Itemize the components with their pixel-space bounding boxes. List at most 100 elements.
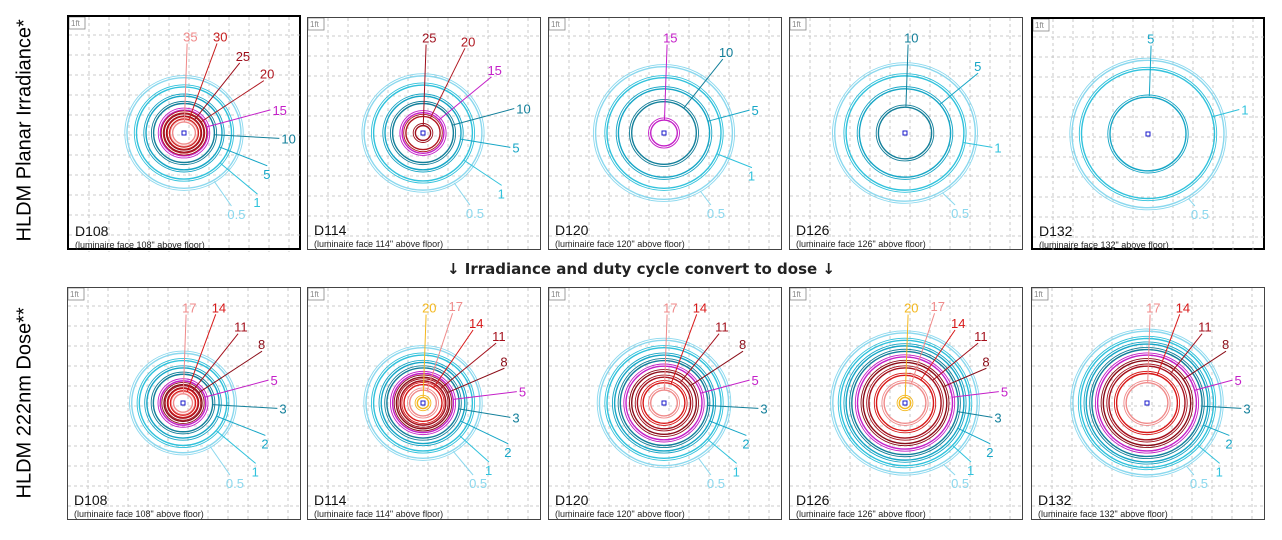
- contour-1: [1079, 337, 1215, 469]
- panel-id: D132: [1039, 223, 1073, 239]
- contour-2: [1083, 341, 1211, 465]
- contour-20: [898, 396, 912, 410]
- middle-caption: ↓ Irradiance and duty cycle convert to d…: [447, 260, 835, 278]
- contour-label-8: 8: [739, 337, 746, 352]
- leader-line-17: [911, 313, 936, 384]
- panel-id: D114: [314, 492, 347, 508]
- contour-5: [382, 93, 464, 173]
- scale-label: 1ft: [310, 20, 320, 29]
- leader-line-0_5: [452, 451, 474, 476]
- contour-35: [171, 121, 197, 145]
- contour-label-0_5: 0.5: [466, 206, 484, 221]
- leader-line-2: [709, 420, 747, 436]
- leader-line-0_5: [1187, 198, 1196, 207]
- contour-label-0_5: 0.5: [951, 476, 969, 491]
- contour-2: [843, 343, 967, 463]
- scale-box: [790, 18, 807, 31]
- scale-box: [308, 288, 325, 301]
- contour-label-14: 14: [469, 316, 483, 331]
- panel-id: D108: [74, 492, 108, 508]
- leader-line-14: [433, 329, 474, 388]
- contour-17: [407, 387, 439, 419]
- leader-line-5: [700, 379, 750, 394]
- leader-line-17: [182, 314, 187, 394]
- contour-label-10: 10: [516, 102, 530, 117]
- panel-caption: (luminaire face 108" above floor): [74, 509, 204, 519]
- contour-plot-irradiance-d120: 1ft 15 10 5 1 0.5 D120(luminaire face 120" abo…: [549, 18, 783, 251]
- contour-1: [138, 359, 228, 447]
- contour-11: [1108, 365, 1186, 441]
- contour-0_5: [830, 330, 980, 476]
- contour-label-35: 35: [183, 30, 197, 45]
- contour-label-1: 1: [498, 186, 505, 201]
- contour-14: [1113, 370, 1181, 436]
- contour-label-5: 5: [974, 59, 981, 74]
- contour-3: [851, 350, 959, 456]
- contour-30: [166, 116, 202, 150]
- leader-line-3: [458, 408, 511, 418]
- panel-dose-d120: 1ft 17 14 11 8 5 3 2 1 0.5 D120 (luminaire face 120…: [548, 287, 783, 521]
- contour-label-1: 1: [994, 140, 1001, 155]
- contour-0_5: [592, 64, 736, 202]
- leader-line-1: [459, 435, 490, 463]
- contour-1: [1080, 68, 1216, 200]
- contour-label-15: 15: [487, 63, 501, 78]
- contour-5: [145, 95, 223, 171]
- leader-line-10: [683, 58, 724, 109]
- panel-irradiance-d108: 1ft 35 30 25 20 15 10 5 1 0.5 D108 (luminaire face …: [67, 15, 303, 252]
- contour-label-14: 14: [1176, 300, 1190, 315]
- luminaire-center-marker: [181, 130, 187, 136]
- contour-label-15: 15: [272, 103, 286, 118]
- leader-line-1: [216, 430, 256, 464]
- contour-1: [606, 347, 722, 459]
- contour-8: [860, 359, 950, 447]
- contour-label-0_5: 0.5: [1190, 476, 1208, 491]
- contour-label-2: 2: [504, 445, 511, 460]
- contour-5: [1107, 94, 1189, 174]
- contour-2: [380, 361, 466, 445]
- contour-11: [397, 378, 449, 428]
- contour-1: [372, 84, 474, 182]
- contour-11: [868, 367, 942, 439]
- contour-20: [405, 115, 441, 151]
- leader-line-5: [939, 72, 979, 105]
- contour-plot-dose-d132: 1ft 17 14 11 8 53 21 0.5 D132(luminaire face 132…: [1032, 288, 1266, 521]
- contour-label-17: 17: [182, 301, 196, 316]
- leader-line-8: [690, 350, 744, 386]
- contour-label-1: 1: [485, 463, 492, 478]
- contour-5: [856, 86, 954, 180]
- contour-label-1: 1: [1241, 103, 1248, 118]
- luminaire-center-marker: [661, 400, 667, 406]
- contour-label-11: 11: [1198, 320, 1212, 335]
- contour-label-14: 14: [693, 300, 707, 315]
- contour-8: [629, 369, 699, 437]
- contour-label-8: 8: [500, 354, 507, 369]
- contour-17: [881, 380, 929, 426]
- contour-label-20: 20: [422, 301, 436, 316]
- luminaire-center-marker: [180, 400, 186, 406]
- contour-17: [883, 382, 927, 424]
- contour-5: [159, 380, 207, 426]
- contour-5: [615, 86, 713, 180]
- leader-line-0_5: [697, 457, 712, 476]
- contour-5: [625, 365, 703, 441]
- contour-label-5: 5: [1147, 32, 1154, 47]
- contour-plot-irradiance-d114: 1ft 25 20 15 10 5 1 0.5 D114(luminaire face 114"…: [308, 18, 542, 251]
- leader-line-15: [438, 76, 492, 121]
- contour-20: [160, 110, 208, 156]
- contour-0_5: [1069, 57, 1227, 211]
- contour-1: [604, 345, 724, 461]
- contour-label-1: 1: [252, 464, 259, 479]
- contour-5: [391, 372, 455, 434]
- panel-id: D114: [314, 222, 347, 238]
- panel-caption: (luminaire face 114" above floor): [314, 509, 443, 519]
- contour-label-5: 5: [263, 167, 270, 182]
- leader-line-10: [452, 108, 515, 126]
- leader-line-0_5: [1185, 465, 1195, 476]
- contour-0_5: [1070, 328, 1224, 478]
- contour-8: [163, 383, 203, 423]
- scale-label: 1ft: [71, 19, 81, 28]
- contour-label-3: 3: [994, 410, 1001, 425]
- contour-0_5: [598, 339, 730, 467]
- contour-20: [416, 396, 430, 410]
